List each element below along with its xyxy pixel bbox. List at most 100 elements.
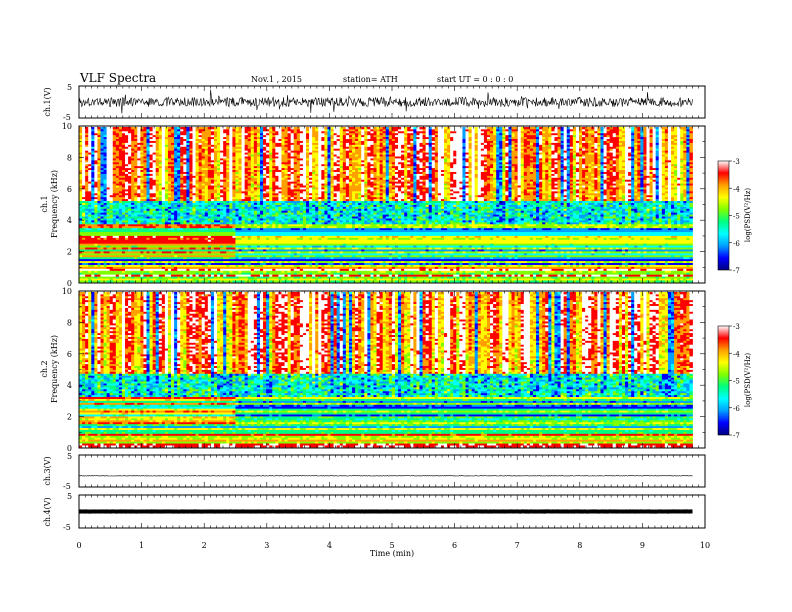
spectrogram-cell [480, 270, 485, 273]
spectrogram-cell [312, 266, 316, 269]
spectrogram-cell [137, 266, 141, 269]
spectrogram-cell [275, 264, 279, 267]
spectrogram-cell [85, 278, 89, 281]
spectrogram-cell [391, 266, 396, 269]
spectrogram-cell [471, 278, 476, 281]
spectrogram-cell [437, 272, 442, 275]
spectrogram-cell [91, 268, 95, 271]
spectrogram-cell [180, 262, 184, 265]
spectrogram-cell [566, 272, 571, 275]
spectrogram-cell [293, 264, 298, 267]
spectrogram-cell [450, 266, 454, 269]
spectrogram-cell [631, 264, 635, 267]
spectrogram-cell [281, 264, 285, 267]
spectrogram-cell [437, 274, 442, 277]
spectrogram-cell [456, 264, 460, 267]
spectrogram-cell [210, 278, 215, 281]
spectrogram-cell [290, 280, 295, 283]
spectrogram-cell [428, 274, 433, 277]
spectrogram-cell [652, 268, 657, 271]
spectrogram-cell [125, 280, 129, 283]
spectrogram-cell [238, 262, 242, 265]
spectrogram-cell [437, 268, 442, 271]
spectrogram-cell [554, 272, 558, 275]
spectrogram-cell [189, 274, 193, 277]
spectrogram-cell [462, 270, 466, 273]
spectrogram-cell [585, 280, 589, 283]
spectrogram-cell [287, 276, 292, 279]
spectrogram-cell [536, 276, 540, 279]
spectrogram-cell [447, 266, 451, 269]
spectrogram-cell [661, 264, 666, 267]
spectrogram-cell [646, 274, 650, 277]
spectrogram-cell [425, 272, 430, 275]
spectrogram-cell [628, 268, 632, 271]
spectrogram-cell [575, 272, 580, 275]
spectrogram-cell [637, 272, 641, 275]
spectrogram-cell [413, 280, 417, 283]
spectrogram-cell [606, 278, 611, 281]
spectrogram-cell [128, 270, 132, 273]
spectrogram-cell [404, 272, 408, 275]
spectrogram-cell [198, 264, 203, 267]
spectrogram-cell [634, 274, 638, 277]
spectrogram-cell [652, 264, 657, 267]
spectrogram-cell [223, 266, 227, 269]
spectrogram-cell [477, 266, 482, 269]
spectrogram-cell [364, 270, 368, 273]
spectrogram-cell [186, 276, 190, 279]
spectrogram-cell [367, 268, 371, 271]
spectrogram-cell [658, 270, 663, 273]
spectrogram-cell [594, 270, 598, 273]
spectrogram-cell [204, 276, 209, 279]
spectrogram-cell [290, 278, 295, 281]
spectrogram-cell [155, 278, 160, 281]
spectrogram-cell [345, 270, 350, 273]
spectrogram-cell [324, 268, 328, 271]
spectrogram-cell [149, 268, 154, 271]
spectrogram-cell [655, 276, 660, 279]
spectrogram-cell [686, 264, 690, 267]
spectrogram-cell [539, 272, 543, 275]
spectrogram-cell [385, 278, 390, 281]
spectrogram-cell [223, 272, 227, 275]
spectrogram-cell [517, 278, 522, 281]
spectrogram-cell [195, 274, 200, 277]
figure-title: VLF Spectra [79, 71, 156, 85]
spectrogram-cell [284, 270, 288, 273]
spectrogram-cell [155, 268, 160, 271]
spectrogram-cell [253, 270, 258, 273]
spectrogram-cell [588, 276, 592, 279]
spectrogram-cell [121, 270, 126, 273]
spectrogram-cell [161, 278, 166, 281]
spectrogram-cell [634, 264, 638, 267]
spectrogram-cell [444, 268, 448, 271]
spectrogram-cell [398, 264, 402, 267]
spectrogram-cell [235, 272, 239, 275]
spectrogram-cell [444, 264, 448, 267]
spectrogram-cell [278, 276, 282, 279]
spectrogram-cell [680, 266, 684, 269]
spectrogram-cell [689, 274, 693, 277]
spectrogram-cell [232, 266, 236, 269]
spectrogram-cell [284, 280, 288, 283]
spectrogram-cell [315, 276, 319, 279]
spectrogram-cell [161, 264, 166, 267]
spectrogram-cell [407, 272, 411, 275]
spectrogram-cell [180, 266, 184, 269]
spectrogram-cell [474, 274, 479, 277]
spectrogram-cell [514, 270, 519, 273]
spectrogram-cell [137, 272, 141, 275]
spectrogram-cell [358, 264, 362, 267]
spectrogram-cell [615, 270, 620, 273]
spectrogram-cell [146, 268, 150, 271]
spectrogram-cell [88, 262, 92, 265]
spectrogram-cell [462, 276, 466, 279]
spectrogram-cell [201, 276, 206, 279]
spectrogram-cell [444, 274, 448, 277]
spectrogram-cell [557, 264, 561, 267]
spectrogram-cell [456, 278, 460, 281]
spectrogram-cell [198, 280, 203, 283]
spectrogram-cell [106, 268, 111, 271]
